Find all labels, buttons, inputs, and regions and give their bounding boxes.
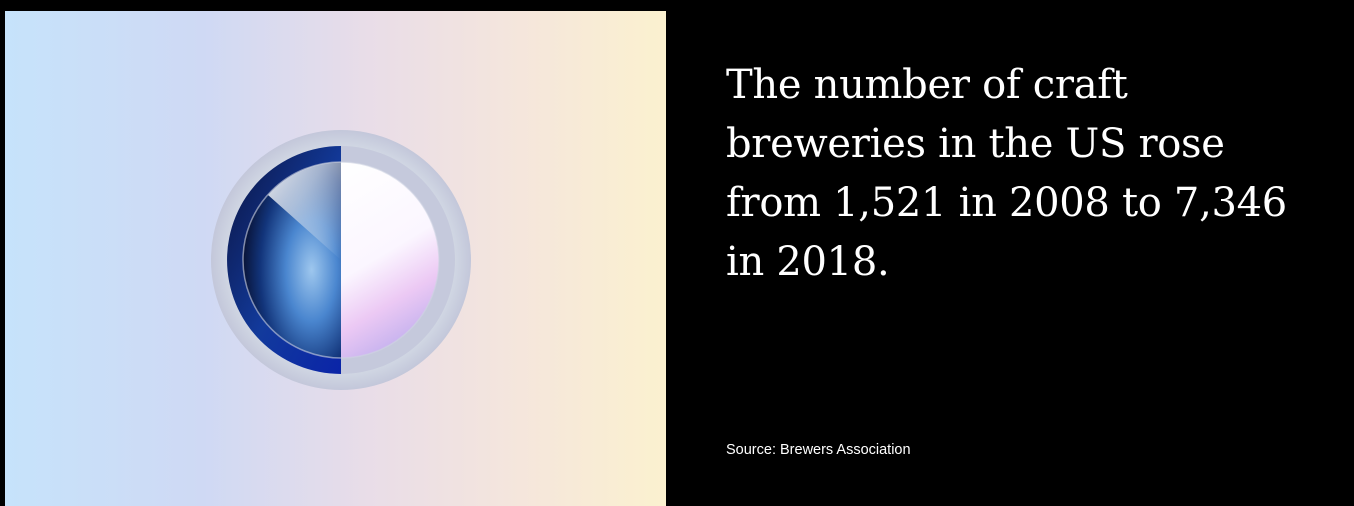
ring-dial-icon: [211, 130, 471, 390]
text-panel: The number of craft breweries in the US …: [666, 0, 1354, 506]
illustration-panel: [5, 11, 666, 506]
headline: The number of craft breweries in the US …: [726, 62, 1287, 285]
source-note: Source: Brewers Association: [726, 442, 911, 458]
